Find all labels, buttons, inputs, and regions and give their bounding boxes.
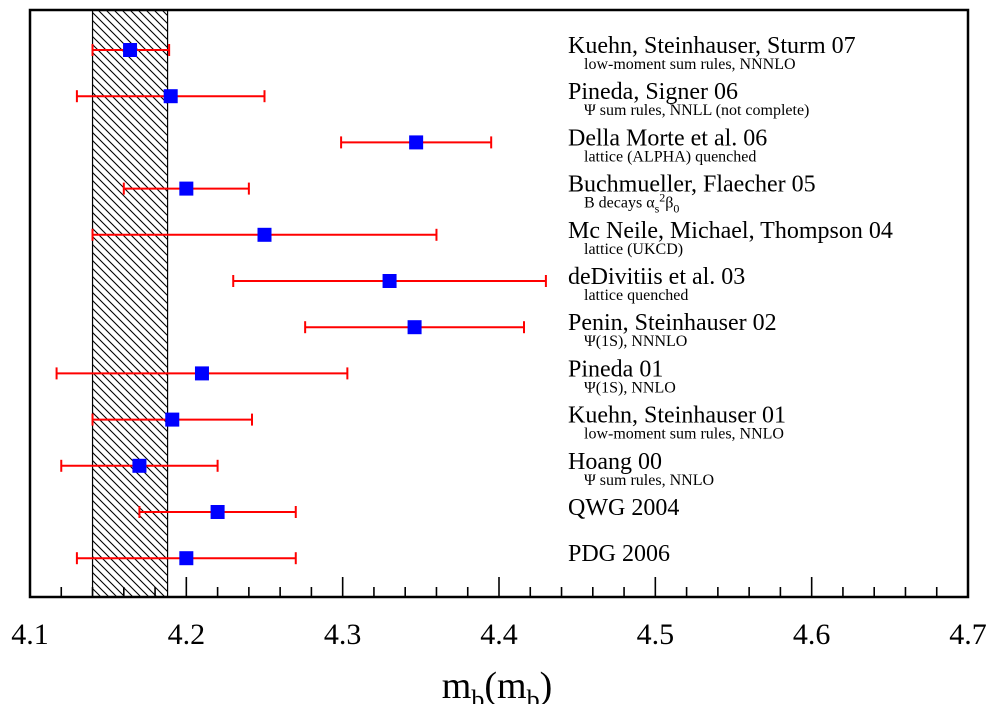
x-tick-label: 4.3 [324, 618, 362, 651]
x-tick-label: 4.1 [11, 618, 49, 651]
data-point [179, 181, 194, 196]
data-point [210, 505, 225, 519]
point-label: Kuehn, Steinhauser 01 [568, 403, 786, 429]
point-label: Pineda, Signer 06 [568, 79, 738, 105]
point-label: Kuehn, Steinhauser, Sturm 07 [568, 33, 856, 59]
point-sublabel: lattice (UKCD) [584, 241, 683, 258]
x-tick-label: 4.6 [793, 618, 831, 651]
data-point [382, 274, 397, 288]
point-label: Pineda 01 [568, 356, 663, 382]
data-point [165, 412, 180, 427]
x-axis-label: mb(mb) [442, 665, 552, 704]
plot-area: 4.1 4.2 4.3 4.4 4.5 4.6 4.7 mb(mb) Kuehn, Steinh… [11, 8, 987, 704]
point-label: Hoang 00 [568, 449, 662, 475]
point-label: Della Morte et al. 06 [568, 125, 767, 151]
point-label: Mc Neile, Michael, Thompson 04 [568, 218, 893, 244]
data-point [194, 366, 209, 381]
point-sublabel: Ψ(1S), NNLO [584, 379, 676, 396]
point-label: Buchmueller, Flaecher 05 [568, 172, 816, 198]
point-sublabel: lattice (ALPHA) quenched [584, 148, 756, 165]
data-point [123, 43, 138, 57]
data-point [163, 89, 178, 104]
data-point [257, 227, 272, 242]
point-sublabel: low-moment sum rules, NNNLO [584, 56, 796, 73]
point-sublabel: Ψ(1S), NNNLO [584, 333, 687, 350]
point-label: Penin, Steinhauser 02 [568, 310, 777, 336]
point-sublabel: low-moment sum rules, NNLO [584, 426, 784, 443]
x-tick-label: 4.5 [637, 618, 675, 651]
data-point [179, 551, 194, 566]
point-sublabel: Ψ sum rules, NNLO [584, 472, 714, 489]
x-tick-label: 4.7 [949, 618, 987, 651]
point-sublabel: Ψ sum rules, NNLL (not complete) [584, 102, 809, 119]
point-label: PDG 2006 [568, 541, 670, 567]
data-point [132, 458, 147, 473]
x-tick-label: 4.2 [168, 618, 206, 651]
point-label: deDivitiis et al. 03 [568, 264, 745, 290]
data-point [409, 135, 424, 150]
point-sublabel: B decays αs2β0 [584, 191, 679, 216]
point-sublabel: lattice quenched [584, 287, 688, 304]
data-point [407, 320, 422, 335]
point-label: QWG 2004 [568, 495, 679, 521]
average-band [91, 9, 169, 598]
x-tick-label: 4.4 [480, 618, 518, 651]
